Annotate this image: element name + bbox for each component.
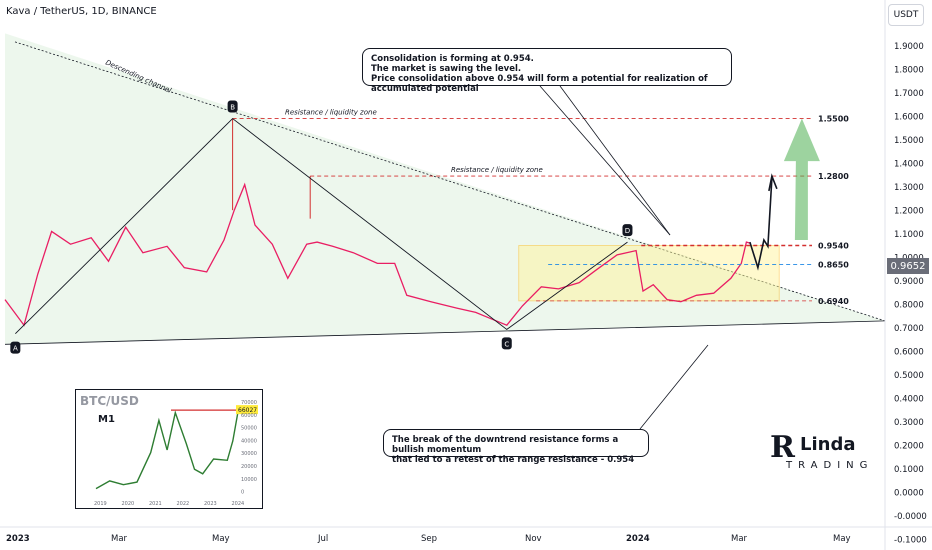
brand-logo: R Linda TRADING — [770, 430, 867, 474]
y-tick-label: 0.7000 — [894, 324, 924, 334]
callout-pointer-top — [559, 85, 671, 236]
inset-y-tick: 30000 — [241, 451, 257, 457]
inset-y-tick: 60000 — [241, 413, 257, 419]
x-tick-label: 2024 — [626, 534, 650, 544]
y-tick-label: 0.8000 — [894, 301, 924, 311]
currency-button[interactable]: USDT — [888, 4, 924, 26]
y-tick-label: -0.0000 — [894, 512, 927, 522]
inset-x-tick: 2023 — [204, 501, 217, 507]
inset-y-tick: 20000 — [241, 464, 257, 470]
logo-line1: Linda — [800, 434, 856, 455]
point-label: D — [625, 227, 630, 235]
y-tick-label: 1.9000 — [894, 42, 924, 52]
note-top: Consolidation is forming at 0.954. The m… — [362, 48, 732, 94]
y-tick-label: 0.2000 — [894, 442, 924, 452]
green-target-arrow — [783, 118, 820, 240]
projection-arrow — [749, 178, 773, 271]
x-tick-label: Sep — [421, 534, 437, 544]
inset-y-tick: 40000 — [241, 438, 257, 444]
y-tick-label: 0.4000 — [894, 395, 924, 405]
x-tick-label: 2023 — [6, 534, 30, 544]
y-tick-label: 0.6000 — [894, 348, 924, 358]
inset-x-tick: 2021 — [149, 501, 162, 507]
inset-title: BTC/USD — [80, 394, 139, 408]
y-tick-label: 1.4000 — [894, 160, 924, 170]
callout-pointer-top — [539, 85, 671, 236]
y-tick-label: 1.5000 — [894, 136, 924, 146]
inset-price-tag: 66027 — [238, 407, 257, 414]
point-badge — [227, 100, 238, 113]
y-tick-label: 1.8000 — [894, 66, 924, 76]
y-tick-label: 1.2000 — [894, 207, 924, 217]
y-tick-label: 0.0000 — [894, 489, 924, 499]
inset-y-tick: 10000 — [241, 477, 257, 483]
inset-price-tag-bg — [236, 405, 258, 415]
inset-x-tick: 2022 — [177, 501, 190, 507]
note-top-line3: Price consolidation above 0.954 will for… — [371, 74, 708, 94]
y-tick-label: 0.3000 — [894, 418, 924, 428]
y-tick-label: 0.5000 — [894, 371, 924, 381]
logo-letter: R — [770, 430, 795, 465]
level-label: 1.5500 — [818, 115, 849, 124]
overlay-layer: 1.5500 1.2800 0.9540 0.8650 0.6940 Resistance… — [10, 85, 849, 430]
point-badge — [501, 337, 512, 350]
note-bottom-line2: that led to a retest of the range resist… — [392, 455, 635, 465]
btc-inset-chart: BTC/USD M1 66027 70000 60000 50000 40000 30000 2… — [75, 389, 263, 509]
point-badge — [10, 341, 21, 354]
y-tick-label: 1.3000 — [894, 183, 924, 193]
x-tick-label: Jul — [317, 534, 328, 544]
x-tick-label: Nov — [525, 534, 542, 544]
point-badge — [622, 224, 633, 237]
x-tick-label: May — [833, 534, 851, 544]
y-tick-label: 0.1000 — [894, 465, 924, 475]
resistance-label-1: Resistance / liquidity zone — [285, 109, 377, 117]
projection-arrowhead — [768, 173, 778, 192]
channel-lower-line — [4, 320, 886, 345]
x-tick-label: Mar — [111, 534, 128, 544]
level-label: 0.8650 — [818, 260, 849, 269]
y-tick-label: 1.6000 — [894, 113, 924, 123]
symbol-header: Kava / TetherUS, 1D, BINANCE — [6, 6, 157, 17]
inset-price-line — [95, 409, 239, 490]
last-price-tag: 0.9652 — [887, 258, 929, 274]
x-tick-label: Mar — [731, 534, 748, 544]
price-series — [4, 182, 751, 327]
inset-x-tick: 2019 — [94, 501, 107, 507]
note-bottom-line1: The break of the downtrend resistance fo… — [392, 435, 619, 455]
y-tick-label: 1.1000 — [894, 230, 924, 240]
inset-x-tick: 2020 — [122, 501, 135, 507]
resistance-label-2: Resistance / liquidity zone — [451, 166, 543, 174]
point-label: C — [504, 340, 509, 348]
inset-y-tick: 0 — [241, 490, 244, 496]
point-label: A — [13, 345, 18, 353]
note-top-line1: Consolidation is forming at 0.954. — [371, 54, 534, 64]
note-bottom: The break of the downtrend resistance fo… — [383, 429, 649, 465]
inset-y-tick: 50000 — [241, 426, 257, 432]
inset-timeframe: M1 — [98, 414, 115, 425]
note-top-line2: The market is sawing the level. — [371, 64, 522, 74]
y-tick-label: -0.1000 — [894, 536, 927, 546]
abcd-lines — [15, 117, 628, 334]
inset-y-tick: 70000 — [241, 400, 257, 406]
level-label: 0.9540 — [818, 241, 849, 250]
y-tick-label: 1.7000 — [894, 89, 924, 99]
x-tick-label: May — [212, 534, 230, 544]
inset-x-tick: 2024 — [232, 501, 245, 507]
y-tick-label: 0.9000 — [894, 277, 924, 287]
callout-pointer-bottom — [639, 344, 709, 430]
point-label: B — [230, 104, 235, 112]
level-label: 1.2800 — [818, 172, 849, 181]
logo-line2: TRADING — [786, 460, 874, 471]
level-label: 0.6940 — [818, 297, 849, 306]
price-line — [4, 182, 751, 327]
